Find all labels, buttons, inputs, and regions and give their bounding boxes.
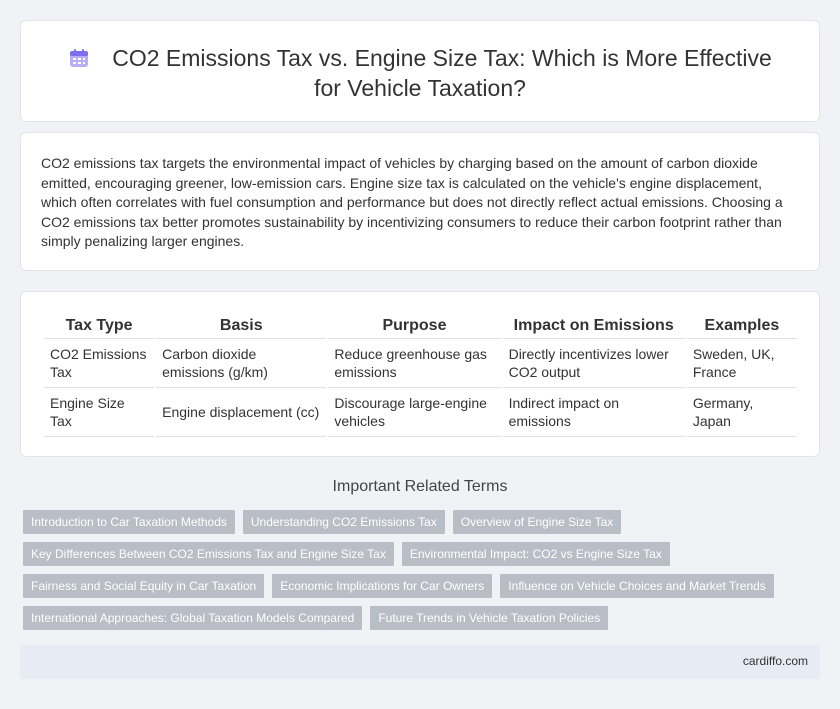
tag-row: Key Differences Between CO2 Emissions Ta… [23, 542, 823, 566]
related-term-tag[interactable]: Fairness and Social Equity in Car Taxati… [23, 574, 265, 598]
related-terms-heading: Important Related Terms [332, 478, 508, 495]
related-term-tag[interactable]: Environmental Impact: CO2 vs Engine Size… [401, 542, 670, 566]
table-cell: Sweden, UK, France [686, 339, 797, 388]
comparison-table: Tax Type Basis Purpose Impact on Emissio… [42, 314, 799, 437]
tag-row: Introduction to Car Taxation Methods Und… [23, 510, 823, 534]
column-header: Basis [156, 314, 327, 339]
table-cell: Directly incentivizes lower CO2 output [502, 339, 685, 388]
table-header-row: Tax Type Basis Purpose Impact on Emissio… [44, 314, 797, 339]
table-cell: Engine Size Tax [44, 388, 155, 437]
table-cell: Carbon dioxide emissions (g/km) [156, 339, 327, 388]
related-term-tag[interactable]: International Approaches: Global Taxatio… [23, 606, 363, 630]
tag-row: Fairness and Social Equity in Car Taxati… [23, 574, 823, 598]
table-cell: Indirect impact on emissions [502, 388, 685, 437]
table-cell: Discourage large-engine vehicles [328, 388, 501, 437]
table-cell: CO2 Emissions Tax [44, 339, 155, 388]
description-text: CO2 emissions tax targets the environmen… [41, 155, 783, 249]
related-term-tag[interactable]: Key Differences Between CO2 Emissions Ta… [23, 542, 394, 566]
column-header: Impact on Emissions [502, 314, 685, 339]
comparison-table-card: Tax Type Basis Purpose Impact on Emissio… [20, 291, 820, 457]
column-header: Examples [686, 314, 797, 339]
table-row: CO2 Emissions Tax Carbon dioxide emissio… [44, 339, 797, 388]
footer: cardiffo.com [20, 645, 820, 679]
related-term-tag[interactable]: Introduction to Car Taxation Methods [23, 510, 235, 534]
tag-row: International Approaches: Global Taxatio… [23, 606, 823, 630]
table-cell: Reduce greenhouse gas emissions [328, 339, 501, 388]
related-term-tag[interactable]: Overview of Engine Size Tax [452, 510, 622, 534]
column-header: Purpose [328, 314, 501, 339]
table-row: Engine Size Tax Engine displacement (cc)… [44, 388, 797, 437]
related-term-tag[interactable]: Understanding CO2 Emissions Tax [242, 510, 445, 534]
related-term-tag[interactable]: Influence on Vehicle Choices and Market … [500, 574, 774, 598]
related-terms-list: Introduction to Car Taxation Methods Und… [23, 510, 823, 638]
title-card: CO2 Emissions Tax vs. Engine Size Tax: W… [20, 20, 820, 122]
table-cell: Germany, Japan [686, 388, 797, 437]
footer-site-link[interactable]: cardiffo.com [742, 654, 808, 668]
description-card: CO2 emissions tax targets the environmen… [20, 132, 820, 271]
related-term-tag[interactable]: Future Trends in Vehicle Taxation Polici… [370, 606, 609, 630]
related-term-tag[interactable]: Economic Implications for Car Owners [272, 574, 493, 598]
calendar-icon [70, 49, 89, 67]
table-cell: Engine displacement (cc) [156, 388, 327, 437]
page-title-text: CO2 Emissions Tax vs. Engine Size Tax: W… [112, 45, 772, 101]
page-title: CO2 Emissions Tax vs. Engine Size Tax: W… [21, 43, 819, 103]
column-header: Tax Type [44, 314, 155, 339]
